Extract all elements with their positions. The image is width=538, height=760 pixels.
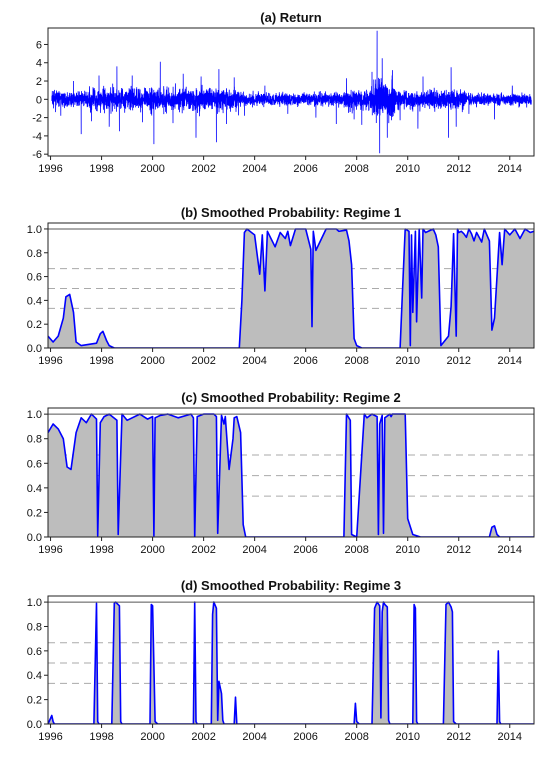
plot-area [48, 413, 534, 537]
probability-line [48, 413, 534, 537]
plot-frame [47, 27, 535, 157]
y-tick-label: -4 [32, 131, 42, 143]
x-tick-label: 2008 [344, 163, 368, 175]
plot-frame [47, 595, 535, 725]
x-tick-label: 2004 [242, 163, 266, 175]
x-tick-label: 2000 [140, 355, 164, 367]
y-tick-label: 0.6 [27, 646, 42, 658]
plot-area [48, 228, 534, 348]
y-tick-label: -6 [32, 149, 42, 161]
panel-title: (c) Smoothed Probability: Regime 2 [181, 390, 401, 405]
x-tick-label: 1996 [38, 163, 62, 175]
x-tick-label: 2010 [395, 544, 419, 556]
x-tick-label: 1998 [89, 731, 113, 743]
x-tick-label: 1996 [38, 731, 62, 743]
x-tick-label: 2008 [344, 731, 368, 743]
x-tick-label: 2010 [395, 731, 419, 743]
y-tick-label: 2 [36, 76, 42, 88]
x-tick-label: 2012 [446, 544, 470, 556]
y-tick-label: 6 [36, 39, 42, 51]
y-tick-label: 1.0 [27, 409, 42, 421]
x-tick-label: 1996 [38, 544, 62, 556]
probability-area [48, 414, 534, 537]
x-tick-label: 2002 [191, 731, 215, 743]
x-tick-label: 2002 [191, 163, 215, 175]
y-tick-label: -2 [32, 113, 42, 125]
y-tick-label: 0.2 [27, 695, 42, 707]
y-tick-label: 0.0 [27, 343, 42, 355]
y-tick-label: 4 [36, 58, 42, 70]
panel-1: (a) Return -6 -4 -2 0 2 4 6 1996 1998 2000 2002 2004… [32, 10, 535, 175]
x-tick-label: 2008 [344, 355, 368, 367]
plot-area [48, 601, 534, 724]
x-tick-label: 2000 [140, 544, 164, 556]
y-tick-label: 0.2 [27, 507, 42, 519]
panel-3: (c) Smoothed Probability: Regime 2 0.0 0.2… [27, 390, 535, 556]
panel-title: (a) Return [260, 10, 321, 25]
x-tick-label: 2012 [446, 163, 470, 175]
y-tick-label: 0.6 [27, 458, 42, 470]
panel-title: (d) Smoothed Probability: Regime 3 [181, 578, 401, 593]
y-tick-label: 0 [36, 94, 42, 106]
x-tick-label: 2014 [498, 731, 522, 743]
plot-frame [47, 407, 535, 538]
probability-line [48, 601, 534, 724]
series-line-return [51, 30, 532, 154]
x-tick-label: 1998 [89, 544, 113, 556]
y-tick-label: 1.0 [27, 224, 42, 236]
panel-title: (b) Smoothed Probability: Regime 1 [181, 205, 401, 220]
probability-line [48, 228, 534, 348]
y-tick-label: 1.0 [27, 597, 42, 609]
x-tick-label: 1996 [38, 355, 62, 367]
y-tick-label: 0.0 [27, 719, 42, 731]
y-tick-label: 0.4 [27, 670, 42, 682]
x-tick-label: 2004 [242, 544, 266, 556]
x-tick-label: 2012 [446, 731, 470, 743]
x-tick-label: 2006 [293, 163, 317, 175]
x-tick-label: 2010 [395, 355, 419, 367]
x-tick-label: 2014 [498, 163, 522, 175]
x-tick-label: 2006 [293, 355, 317, 367]
x-tick-label: 2000 [140, 731, 164, 743]
x-tick-label: 2008 [344, 544, 368, 556]
panel-4: (d) Smoothed Probability: Regime 3 0.0 0.2… [27, 578, 535, 743]
plot-area [51, 30, 532, 154]
y-tick-label: 0.4 [27, 295, 42, 307]
y-tick-label: 0.8 [27, 621, 42, 633]
probability-area [48, 229, 534, 348]
x-tick-label: 2010 [395, 163, 419, 175]
x-tick-label: 2000 [140, 163, 164, 175]
x-tick-label: 2014 [498, 355, 522, 367]
x-tick-label: 1998 [89, 355, 113, 367]
x-tick-label: 1998 [89, 163, 113, 175]
x-tick-label: 2002 [191, 544, 215, 556]
y-tick-label: 0.6 [27, 272, 42, 284]
x-tick-label: 2006 [293, 731, 317, 743]
plot-frame [47, 222, 535, 349]
x-tick-label: 2004 [242, 355, 266, 367]
y-tick-label: 0.8 [27, 248, 42, 260]
y-tick-label: 0.8 [27, 434, 42, 446]
x-tick-label: 2002 [191, 355, 215, 367]
y-tick-label: 0.2 [27, 319, 42, 331]
x-tick-label: 2012 [446, 355, 470, 367]
y-tick-label: 0.4 [27, 483, 42, 495]
x-tick-label: 2014 [498, 544, 522, 556]
panel-2: (b) Smoothed Probability: Regime 1 0.0 0.2… [27, 205, 535, 367]
x-tick-label: 2006 [293, 544, 317, 556]
x-tick-label: 2004 [242, 731, 266, 743]
y-tick-label: 0.0 [27, 532, 42, 544]
